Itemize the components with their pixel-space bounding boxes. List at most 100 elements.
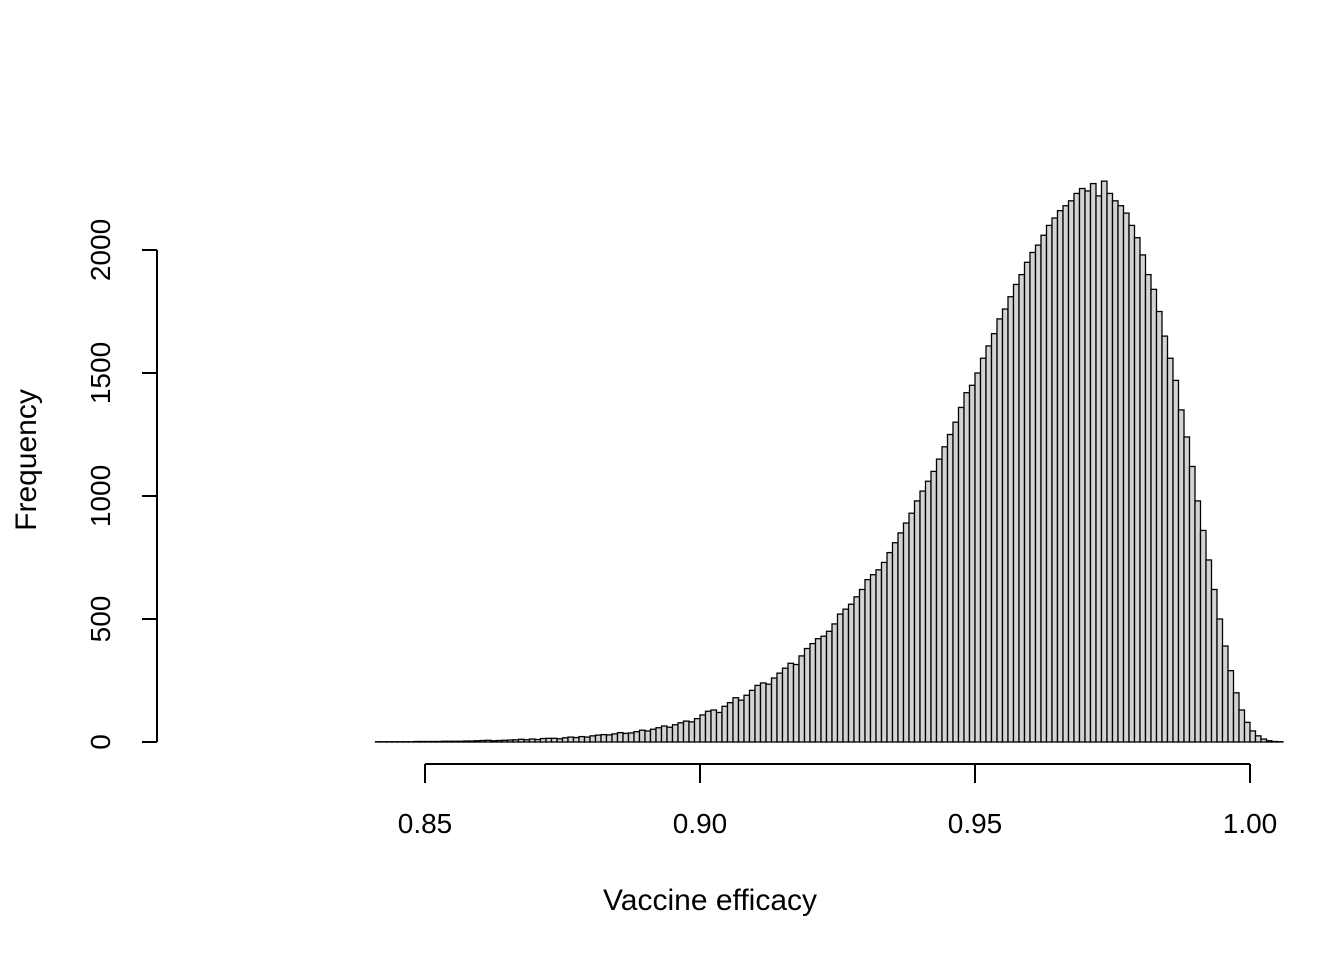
histogram-bar (534, 738, 542, 743)
histogram-bar (831, 623, 839, 743)
histogram-bar (864, 578, 872, 743)
histogram-bar (770, 677, 778, 743)
histogram-bar (754, 684, 762, 743)
histogram-bar (825, 630, 833, 743)
histogram-bar (974, 372, 982, 743)
histogram-bar (1221, 645, 1229, 743)
histogram-bar (836, 613, 844, 743)
histogram-bar (737, 699, 745, 743)
histogram-bar (583, 736, 591, 743)
histogram-bar (814, 638, 822, 743)
histogram-bar (721, 705, 729, 743)
histogram-bar (638, 729, 646, 743)
histogram-bar (1128, 224, 1136, 743)
histogram-bar (495, 739, 503, 743)
histogram-bar (952, 421, 960, 743)
histogram-bar (682, 720, 690, 743)
histogram-bar (1122, 212, 1130, 743)
histogram-bar (473, 740, 481, 743)
histogram-bar (919, 490, 927, 743)
histogram-bar (1183, 436, 1191, 743)
histogram-bar (787, 662, 795, 743)
histogram-bar (1117, 205, 1125, 743)
histogram-bar (743, 694, 751, 743)
histogram-bar (820, 635, 828, 743)
histogram-bar (996, 318, 1004, 743)
histogram-bar (517, 738, 525, 743)
histogram-bar (979, 357, 987, 743)
histogram-bar (1216, 618, 1224, 743)
histogram-bar (1029, 251, 1037, 743)
histogram-bar (847, 603, 855, 743)
histogram-bar (655, 727, 663, 743)
histogram-bar (1172, 379, 1180, 743)
histogram-bar (644, 730, 652, 743)
histogram-bar (528, 738, 536, 743)
histogram-bar (671, 724, 679, 743)
histogram-bar (512, 739, 520, 743)
y-tick-label: 0 (85, 734, 116, 750)
histogram-bar (1254, 735, 1262, 743)
histogram-bar (1133, 237, 1141, 743)
histogram-bar (462, 740, 470, 743)
histogram-bar (578, 735, 586, 743)
histogram-bar (1062, 205, 1070, 743)
histogram-bar (693, 717, 701, 743)
histogram-bar (1199, 529, 1207, 743)
histogram-bar (1177, 409, 1185, 743)
histogram-bar (1023, 261, 1031, 743)
histogram-bar (484, 739, 492, 743)
histogram-bar (891, 542, 899, 743)
histogram-bar (1243, 721, 1251, 743)
histogram-bar (875, 569, 883, 743)
histogram-bar (1205, 559, 1213, 743)
histogram-bar (1227, 670, 1235, 743)
histogram-bar (1265, 740, 1273, 743)
histogram-bar (649, 728, 657, 743)
histogram-bar (1018, 273, 1026, 743)
histogram-bar (1238, 709, 1246, 743)
histogram-bar (572, 736, 580, 743)
histogram-bar (759, 682, 767, 743)
histogram-bar (957, 406, 965, 743)
histogram-bar (446, 740, 454, 743)
x-tick-label: 0.90 (673, 808, 728, 839)
histogram-bar (1210, 588, 1218, 743)
histogram-bar (946, 433, 954, 743)
histogram-bar (1260, 738, 1268, 743)
histogram-bar (902, 522, 910, 743)
histogram-bar (869, 574, 877, 743)
histogram-bar (809, 642, 817, 743)
histogram-bar (792, 663, 800, 743)
histogram-bar (1232, 692, 1240, 743)
histogram-bar (1100, 180, 1108, 743)
histogram-bar (1051, 217, 1059, 743)
histogram-bar (539, 737, 547, 743)
histogram-bar (622, 732, 630, 743)
histogram-bar (803, 647, 811, 743)
histogram-bar (1007, 296, 1015, 743)
histogram-bar (1056, 209, 1064, 743)
histogram-bar (1034, 244, 1042, 743)
histogram-bar (704, 710, 712, 743)
histogram-bar (1012, 283, 1020, 743)
histogram-bar (968, 384, 976, 743)
x-tick-label: 0.85 (398, 808, 453, 839)
histogram-bar (600, 733, 608, 743)
histogram-bar (1045, 224, 1053, 743)
histogram-bar (798, 655, 806, 743)
y-tick-label: 1500 (85, 342, 116, 404)
histogram-bar (1249, 730, 1257, 743)
histogram-bar (930, 470, 938, 743)
histogram-bar (963, 392, 971, 743)
histogram-bar (924, 480, 932, 743)
histogram-bar (715, 711, 723, 743)
histogram-bar (550, 737, 558, 743)
histogram-bar (1089, 182, 1097, 743)
histogram-bar (699, 714, 707, 743)
histogram-bar (1067, 200, 1075, 743)
histogram-bar (1144, 273, 1152, 743)
histogram-bar (567, 736, 575, 743)
histogram-bar (490, 740, 498, 743)
